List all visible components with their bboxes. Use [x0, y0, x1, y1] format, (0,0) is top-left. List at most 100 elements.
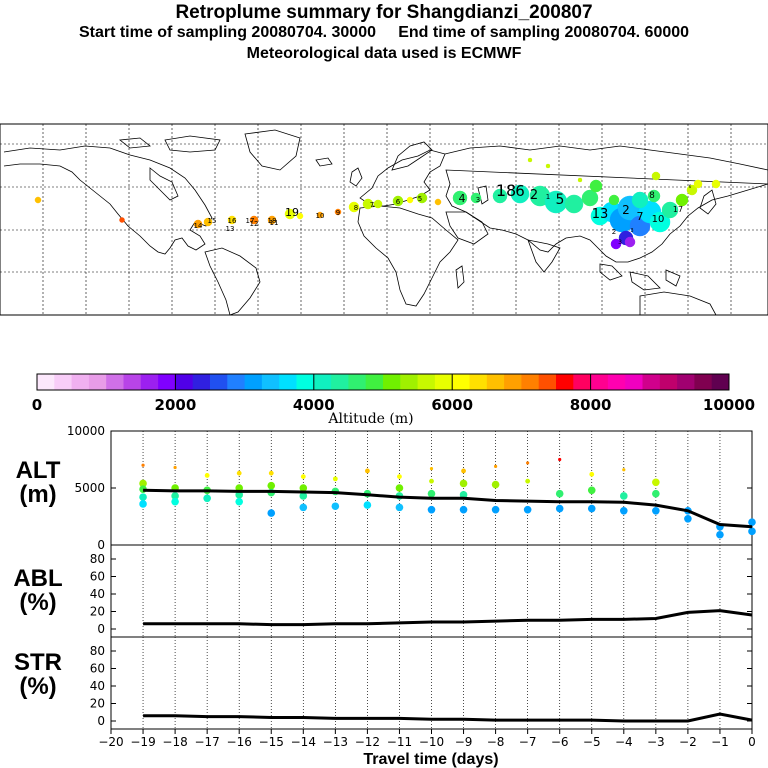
alt-point-39	[459, 479, 468, 488]
plume-point-37	[693, 179, 703, 189]
coast-arctic-islands	[118, 135, 221, 153]
plume-cluster-label-3: 13	[592, 207, 609, 222]
plume-point-43	[624, 236, 636, 248]
alt-median-line	[143, 488, 753, 529]
colorbar-cell-33	[607, 374, 626, 390]
alt-point-37	[427, 505, 436, 514]
colorbar-cell-8	[175, 374, 194, 390]
sampling-times: Start time of sampling 20080704. 30000 E…	[0, 24, 768, 42]
plume-point-5	[249, 215, 259, 225]
plume-cluster-label-11: 3	[630, 228, 633, 234]
trajectory-day-label-7: 7	[370, 201, 374, 209]
alt-point-29	[363, 501, 372, 509]
plume-point-44	[527, 157, 533, 163]
trajectory-day-label-15: 15	[208, 217, 217, 225]
x-tick-label--11: −11	[387, 735, 412, 749]
plume-point-12	[362, 198, 374, 210]
colorbar-cell-30	[556, 374, 574, 390]
alt-point-54	[622, 468, 626, 472]
plume-cluster-label-1: 6	[515, 182, 525, 200]
alt-point-52	[587, 486, 596, 495]
plume-point-25	[581, 189, 599, 207]
plume-cluster-label-9: 2	[612, 228, 616, 236]
abl-unit: (%)	[19, 589, 56, 616]
abl-line	[143, 609, 753, 627]
alt-point-48	[558, 457, 562, 462]
alt-point-5	[173, 465, 177, 470]
colorbar-tick-label-6000: 6000	[431, 396, 473, 414]
alt-point-4	[139, 500, 147, 508]
x-tick-label--4: −4	[615, 735, 633, 749]
x-tick-label--6: −6	[551, 735, 569, 749]
plume-cluster-label-8: 17	[673, 205, 683, 214]
trajectory-day-label-1: 1	[546, 193, 550, 201]
str-ytick-label-40: 40	[90, 679, 105, 693]
coast-japan	[699, 189, 717, 215]
trajectory-day-label-5: 5	[418, 195, 422, 203]
plume-point-19	[470, 192, 482, 204]
abl-ytick-label-40: 40	[90, 587, 105, 601]
x-tick-label--7: −7	[519, 735, 537, 749]
colorbar-cell-0	[37, 374, 55, 390]
colorbar-cell-12	[244, 374, 263, 390]
colorbar-cell-3	[88, 374, 107, 390]
alt-point-27	[365, 468, 370, 474]
plume-point-7	[284, 208, 296, 220]
alt-point-1	[139, 479, 147, 488]
coast-se-asia	[599, 263, 681, 291]
str-label: STR	[14, 649, 62, 676]
colorbar-cell-17	[331, 374, 349, 390]
alt-point-38	[461, 468, 466, 474]
altitude-colorbar: 0 2000 4000 6000 8000 10000 Altitude (m)	[32, 373, 755, 427]
x-tick-label--9: −9	[455, 735, 473, 749]
trajectory-day-label-8: 8	[354, 204, 358, 212]
colorbar-cell-27	[504, 374, 522, 390]
coast-africa	[357, 205, 459, 307]
trajectory-day-label-2: 2	[530, 188, 538, 203]
plume-point-42	[610, 238, 622, 250]
alt-point-19	[267, 509, 276, 517]
plume-point-17	[434, 198, 442, 206]
met-data-label: Meteorological data used is ECMWF	[246, 45, 522, 62]
alt-point-11	[203, 494, 211, 503]
x-tick-label--1: −1	[711, 735, 729, 749]
trajectory-day-label-10: 10	[316, 212, 325, 220]
alt-point-31	[395, 484, 404, 492]
plume-point-34	[661, 201, 679, 219]
plume-cluster-label-0: 18	[496, 181, 516, 200]
alt-point-16	[268, 470, 274, 476]
abl-label: ABL	[13, 565, 62, 592]
abl-ytick-label-0: 0	[97, 622, 105, 636]
colorbar-tick-label-4000: 4000	[293, 396, 335, 414]
plume-cluster-label-7: 8	[649, 191, 655, 201]
alt-point-35	[429, 478, 434, 484]
alt-label: ALT	[16, 457, 61, 484]
x-tick-label--19: −19	[130, 735, 155, 749]
colorbar-tick-label-2000: 2000	[155, 396, 197, 414]
str-ytick-label-80: 80	[90, 644, 105, 658]
colorbar-cell-6	[140, 374, 159, 390]
colorbar-cell-19	[365, 374, 384, 390]
trajectory-day-label-19: 19	[285, 206, 299, 219]
trajectory-day-label-12: 12	[250, 220, 259, 228]
colorbar-cell-14	[279, 374, 297, 390]
colorbar-cell-34	[625, 374, 643, 390]
colorbar-cell-18	[348, 374, 367, 390]
alt-point-53	[587, 504, 596, 513]
colorbar-cell-28	[521, 374, 540, 390]
alt-point-7	[171, 492, 179, 500]
plume-point-21	[510, 184, 530, 204]
plume-point-46	[577, 177, 583, 183]
colorbar-tick-label-8000: 8000	[570, 396, 612, 414]
alt-point-8	[171, 497, 179, 506]
plume-point-36	[686, 184, 698, 196]
plume-point-15	[406, 196, 414, 204]
plume-point-13	[373, 199, 383, 209]
colorbar-tick-label-0: 0	[32, 396, 42, 414]
x-tick-label--3: −3	[647, 735, 665, 749]
plume-cluster-label-12: 6	[689, 184, 692, 189]
plume-point-24	[564, 194, 584, 214]
colorbar-cell-16	[313, 374, 332, 390]
